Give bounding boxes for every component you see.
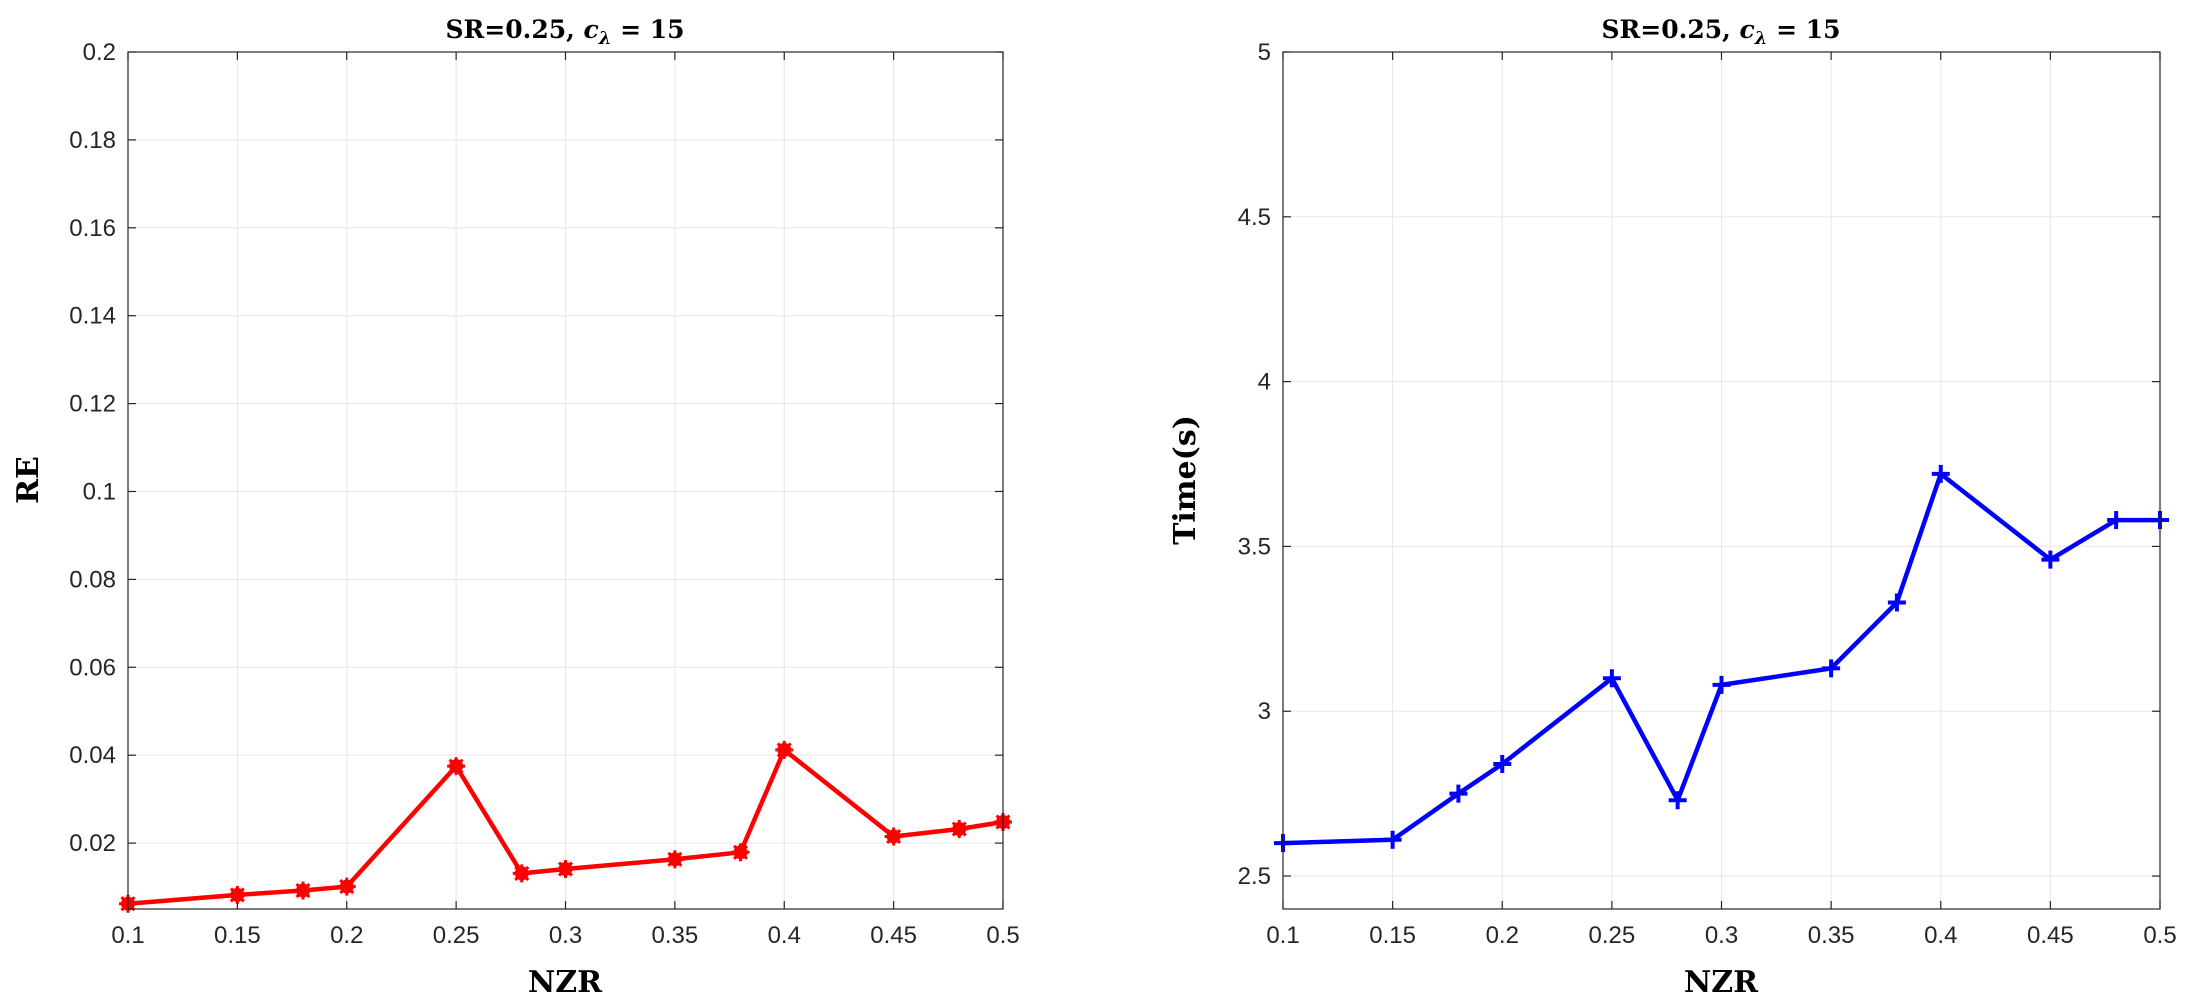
re-y-tick-label: 0.02 [69, 830, 116, 857]
re-data-point [294, 881, 312, 900]
re-y-tick-label: 0.06 [69, 654, 116, 681]
re-data-point [556, 860, 575, 879]
re-x-tick-label: 0.15 [214, 922, 261, 949]
time-data-point [2041, 550, 2060, 569]
time-data-point [1449, 784, 1468, 803]
re-data-point [337, 877, 356, 896]
re-y-tick-label: 0.04 [69, 742, 116, 769]
re-x-tick-label: 0.3 [549, 922, 582, 949]
re-data-point [665, 850, 684, 869]
time-data-point [1668, 791, 1687, 810]
re-x-tick-label: 0.25 [433, 922, 480, 949]
re-x-tick-label: 0.1 [111, 922, 144, 949]
time-plot-frame [1282, 51, 2161, 910]
re-plot-frame [127, 51, 1004, 910]
re-data-point [447, 757, 466, 776]
time-x-tick-label: 0.35 [1808, 922, 1855, 949]
time-chart: 0.1 0.15 0.2 0.25 0.3 0.35 0.4 0.45 0.5 2.5 3 3.5 4… [1168, 15, 2177, 1000]
time-x-tick-label: 0.1 [1266, 922, 1299, 949]
time-x-tick-label: 0.2 [1486, 922, 1519, 949]
re-data-point [775, 740, 794, 759]
re-y-axis-label: RE [11, 456, 46, 504]
re-x-tick-label: 0.35 [652, 922, 699, 949]
re-x-axis-label: NZR [528, 965, 603, 1000]
re-y-tick-label: 0.08 [69, 566, 116, 593]
time-data-point [1822, 659, 1841, 678]
re-y-tick-label: 0.1 [83, 478, 116, 505]
time-x-tick-label: 0.45 [2027, 922, 2074, 949]
re-y-tick-label: 0.18 [69, 127, 116, 154]
re-chart: 0.1 0.15 0.2 0.25 0.3 0.35 0.4 0.45 0.5 0.02 0.04… [11, 15, 1020, 1000]
re-chart-title: SR=0.25, cλ = 15 [445, 15, 684, 49]
time-y-tick-label: 4 [1258, 369, 1271, 396]
time-data-point [1931, 464, 1950, 483]
time-y-tick-label: 3 [1258, 698, 1271, 725]
time-chart-title: SR=0.25, cλ = 15 [1601, 15, 1840, 49]
re-x-tick-label: 0.45 [870, 922, 917, 949]
time-y-tick-label: 3.5 [1238, 533, 1271, 560]
re-data-point [512, 864, 531, 883]
time-y-axis-label: Time(s) [1168, 415, 1203, 545]
time-data-point [2107, 511, 2126, 530]
re-data-point [884, 827, 903, 846]
time-x-ticks: 0.1 0.15 0.2 0.25 0.3 0.35 0.4 0.45 0.5 [1266, 52, 2177, 949]
re-y-tick-label: 0.16 [69, 215, 116, 242]
time-data-point [1493, 754, 1512, 773]
time-data-point [1712, 675, 1731, 694]
time-x-tick-label: 0.5 [2143, 922, 2176, 949]
time-x-axis-label: NZR [1684, 965, 1759, 1000]
re-y-tick-label: 0.14 [69, 303, 116, 330]
time-x-tick-label: 0.15 [1369, 922, 1416, 949]
time-y-tick-label: 2.5 [1238, 863, 1271, 890]
time-y-ticks: 2.5 3 3.5 4 4.5 5 [1238, 39, 2160, 890]
re-y-ticks: 0.02 0.04 0.06 0.08 0.1 0.12 0.14 0.16 0.18 0.2 [69, 39, 1003, 857]
re-x-tick-label: 0.4 [768, 922, 801, 949]
re-y-tick-label: 0.2 [83, 39, 116, 66]
re-x-ticks: 0.1 0.15 0.2 0.25 0.3 0.35 0.4 0.45 0.5 [111, 52, 1020, 949]
time-x-tick-label: 0.4 [1924, 922, 1957, 949]
time-x-tick-label: 0.25 [1589, 922, 1636, 949]
time-x-tick-label: 0.3 [1705, 922, 1738, 949]
re-x-tick-label: 0.5 [986, 922, 1019, 949]
time-data-point [1602, 669, 1621, 688]
time-data-point [1887, 593, 1906, 612]
re-data-point [228, 885, 247, 904]
re-x-tick-label: 0.2 [330, 922, 363, 949]
re-data-point [950, 820, 969, 839]
time-data-point [1383, 830, 1402, 849]
time-y-tick-label: 4.5 [1238, 204, 1271, 231]
re-y-tick-label: 0.12 [69, 391, 116, 418]
time-y-tick-label: 5 [1258, 39, 1271, 66]
re-data-point [731, 843, 750, 862]
